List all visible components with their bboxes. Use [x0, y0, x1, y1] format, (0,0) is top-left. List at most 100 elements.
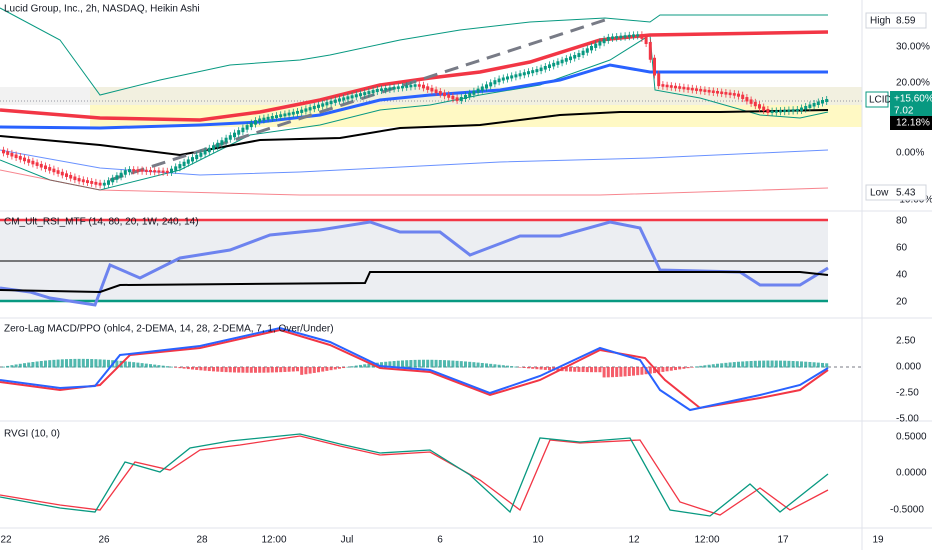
candle — [140, 169, 144, 172]
candle — [203, 150, 207, 155]
candle — [661, 84, 665, 87]
time-label: 26 — [98, 535, 110, 546]
hist-bar — [724, 362, 728, 368]
hist-bar — [485, 363, 488, 368]
time-label: Jul — [341, 535, 354, 546]
candle — [77, 178, 81, 182]
hist-bar — [380, 362, 383, 368]
low-label: Low — [870, 188, 889, 199]
candle — [136, 169, 140, 172]
candle — [480, 86, 484, 91]
hist-bar — [812, 362, 816, 368]
hist-bar — [216, 367, 220, 372]
candle — [115, 175, 119, 180]
hist-bar — [632, 367, 635, 376]
candle — [745, 97, 749, 102]
macd-tick: 2.50 — [896, 336, 916, 347]
candle — [707, 89, 711, 93]
candle — [132, 169, 136, 172]
candles — [2, 31, 829, 189]
hist-bar — [573, 367, 577, 372]
hist-bar — [539, 367, 543, 370]
candle — [81, 179, 85, 183]
hist-bar — [98, 359, 102, 368]
hist-bar — [279, 367, 283, 373]
hist-bar — [489, 363, 493, 368]
price-tick: 20.00% — [896, 78, 930, 89]
hist-bar — [594, 367, 598, 373]
hist-bar — [800, 361, 803, 368]
candle — [774, 110, 778, 113]
candle — [464, 94, 467, 99]
candle — [56, 170, 60, 174]
candle — [459, 97, 463, 101]
candle — [35, 162, 39, 166]
hist-bar — [506, 365, 509, 368]
hist-bar — [350, 366, 354, 368]
hist-bar — [228, 367, 232, 373]
candle — [2, 149, 5, 154]
candle — [766, 108, 770, 113]
hist-bar — [711, 364, 715, 368]
hist-bar — [73, 358, 77, 368]
candle — [291, 111, 295, 115]
hist-bar — [518, 367, 522, 368]
candle — [800, 107, 803, 111]
hist-bar — [317, 367, 320, 373]
hist-bar — [556, 367, 560, 371]
hist-bar — [367, 363, 371, 368]
candle — [573, 54, 577, 59]
time-label: 19 — [872, 535, 884, 546]
candle — [287, 112, 291, 116]
candle — [317, 104, 320, 108]
hist-bar — [2, 366, 5, 368]
rsi-tick: 40 — [896, 270, 908, 281]
candle — [283, 113, 287, 117]
hist-bar — [585, 367, 589, 373]
hist-bar — [665, 367, 669, 372]
hist-bar — [144, 363, 148, 368]
candle — [384, 87, 388, 91]
candle — [350, 95, 354, 99]
hist-bar — [6, 365, 10, 368]
hist-bar — [392, 361, 396, 368]
candle — [581, 50, 585, 56]
candle — [779, 110, 782, 113]
hist-bar — [405, 360, 409, 368]
candle — [86, 180, 89, 184]
hist-bar — [81, 358, 85, 368]
candle — [590, 45, 593, 51]
candle — [443, 92, 446, 97]
rsi-signal — [0, 271, 829, 294]
candle — [669, 85, 673, 88]
hist-bar — [438, 359, 442, 368]
time-label: 17 — [777, 535, 789, 546]
candle — [262, 117, 266, 121]
hist-bar — [422, 359, 425, 368]
hist-bar — [123, 361, 127, 368]
hist-bar — [258, 367, 262, 373]
hist-bar — [249, 367, 253, 373]
hist-bar — [695, 366, 698, 368]
candle — [199, 152, 203, 157]
hist-bar — [233, 367, 236, 373]
candle — [695, 88, 698, 91]
hist-bar — [69, 358, 73, 368]
header-title: Lucid Group, Inc., 2h, NASDAQ, Heikin As… — [4, 4, 200, 15]
candle — [627, 34, 631, 38]
hist-bar — [451, 360, 455, 368]
hist-bar — [653, 367, 656, 374]
rvgi-signal — [0, 435, 829, 516]
hist-bar — [342, 367, 346, 369]
candle — [711, 90, 715, 93]
candle — [375, 89, 379, 93]
hist-bar — [569, 367, 572, 372]
candle — [808, 104, 812, 108]
macd-tick: -2.50 — [896, 388, 919, 399]
candle — [321, 103, 325, 107]
candle — [522, 72, 526, 76]
candle — [825, 99, 829, 102]
rvgi-tick: 0.5000 — [896, 432, 927, 443]
hist-bar — [791, 361, 795, 368]
candle — [543, 66, 547, 70]
